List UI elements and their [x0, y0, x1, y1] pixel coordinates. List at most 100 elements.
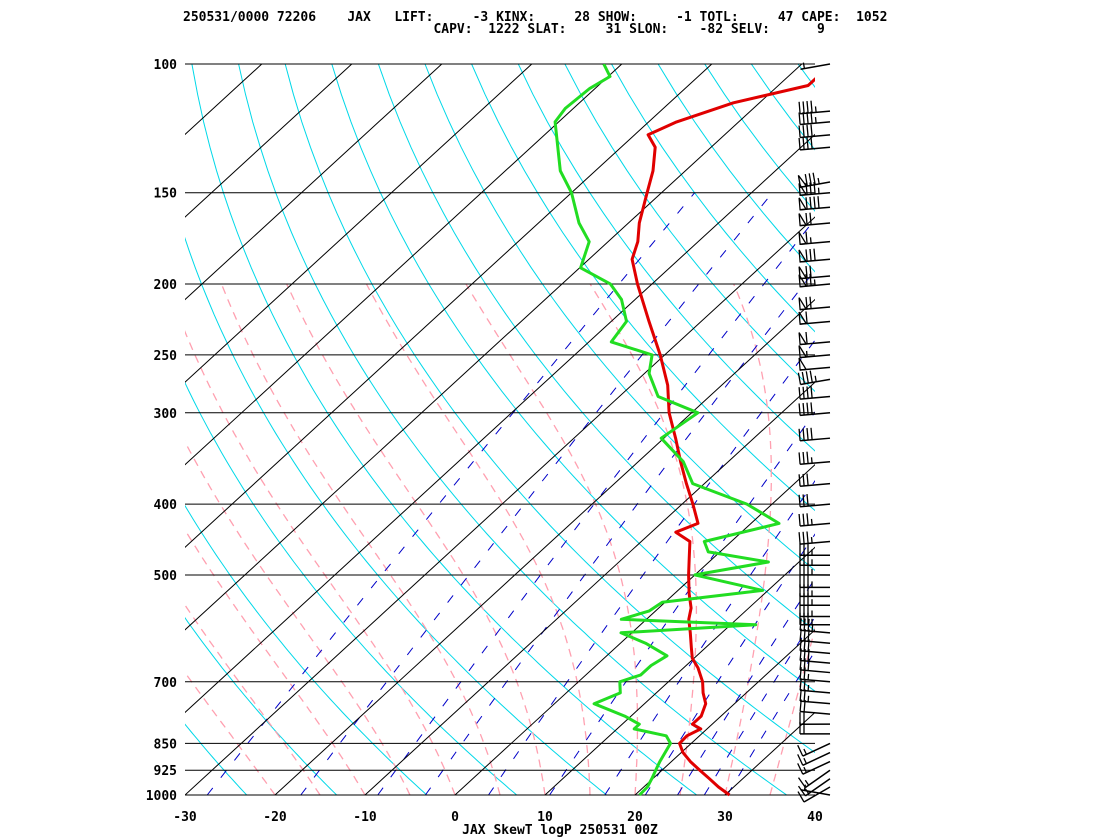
barb-feather [809, 273, 812, 286]
barb-shaft [800, 63, 831, 70]
wind-barb [798, 402, 831, 417]
barb-feather [802, 112, 805, 125]
barb-half-feather [814, 375, 817, 382]
isotherm [185, 64, 533, 383]
isotherm [544, 546, 815, 796]
pressure-axis-labels: 100 150 200 250 300 400 500 700 850 925 1000 [146, 58, 177, 804]
barb-pennant [798, 213, 808, 227]
wind-barb [798, 212, 831, 227]
barb-feather [805, 249, 808, 262]
isotherm [814, 794, 815, 795]
barb-half-feather [804, 788, 810, 794]
barb-shaft [800, 121, 831, 126]
dry-adiabat [284, 64, 815, 754]
wind-barb [799, 667, 831, 683]
barb-feather [810, 136, 813, 149]
barb-feather [817, 196, 820, 209]
dewpoint-profile [553, 64, 781, 797]
barb-pennant [798, 274, 808, 288]
barb-feather [802, 473, 805, 486]
barb-feather [813, 248, 816, 261]
barb-feather [797, 777, 806, 788]
barb-feather [805, 266, 808, 279]
barb-feather [809, 196, 812, 209]
wind-barb [798, 386, 831, 400]
barb-half-feather [814, 106, 817, 113]
barb-half-feather [804, 779, 810, 786]
barb-feather [802, 494, 805, 507]
pressure-tick-label: 1000 [146, 789, 177, 804]
barb-shaft [800, 482, 831, 487]
temperature-tick-label: 30 [717, 810, 733, 825]
moist-adiabat [465, 283, 639, 796]
barb-feather [813, 196, 816, 209]
barb-feather [809, 296, 812, 309]
barb-feather [798, 137, 801, 150]
moist-adiabat [769, 626, 815, 796]
barb-half-feather [817, 177, 820, 185]
barb-feather [805, 231, 808, 244]
temperature-tick-label: -10 [353, 810, 377, 825]
wind-barb [798, 513, 831, 527]
barb-shaft [800, 412, 831, 417]
barb-shaft [802, 760, 831, 775]
barb-feather [805, 297, 808, 310]
barb-half-feather [803, 766, 807, 773]
barb-feather [803, 678, 806, 691]
barb-feather [806, 402, 809, 415]
barb-shaft [800, 669, 831, 674]
pressure-tick-label: 150 [154, 187, 178, 202]
barb-pennant [798, 311, 808, 325]
pressure-tick-label: 400 [154, 498, 178, 513]
moist-adiabat [724, 283, 772, 796]
barb-feather [802, 137, 805, 150]
barb-shaft [800, 110, 831, 115]
wind-barb [798, 473, 831, 487]
barb-feather [799, 678, 802, 691]
moist-adiabat [589, 283, 698, 796]
barb-pennant [798, 197, 808, 211]
sounding-profiles [553, 64, 815, 797]
wind-barb [798, 357, 831, 371]
wind-barb [797, 751, 831, 766]
barb-half-feather [810, 457, 813, 464]
wind-barb [797, 769, 831, 789]
wind-barb [797, 172, 831, 188]
barb-shaft [800, 678, 831, 683]
pressure-tick-label: 925 [154, 764, 177, 779]
barb-shaft [803, 786, 831, 803]
barb-feather [798, 428, 801, 441]
barb-half-feather [807, 673, 810, 680]
barb-half-feather [809, 237, 812, 244]
barb-feather [798, 403, 801, 416]
mixing-ratio-line [300, 192, 773, 796]
dry-adiabat [611, 64, 815, 333]
barb-feather [809, 182, 812, 195]
pressure-tick-label: 100 [154, 58, 178, 73]
dry-adiabat [564, 64, 815, 393]
barb-feather [805, 311, 808, 324]
isotherm [185, 133, 815, 714]
barb-feather [799, 667, 802, 680]
isobars [185, 63, 815, 796]
isotherm [185, 64, 713, 548]
barb-pennant [798, 183, 808, 197]
barb-feather [805, 212, 808, 226]
isotherm [454, 464, 815, 796]
wind-barb [799, 678, 831, 694]
mixing-ratio-line [703, 616, 815, 796]
dry-adiabat [517, 64, 815, 452]
barb-shaft [800, 639, 831, 644]
mixing-ratio-line [677, 577, 815, 796]
pressure-tick-label: 700 [154, 676, 178, 691]
barb-feather [805, 197, 808, 210]
barb-pennant [798, 266, 808, 280]
mixing-ratio-line [206, 192, 696, 796]
moist-adiabat [365, 283, 591, 796]
wind-barb [797, 760, 831, 775]
barb-feather [797, 785, 806, 797]
wind-barb [798, 531, 831, 545]
barb-feather [810, 427, 813, 440]
barb-feather [802, 531, 805, 544]
